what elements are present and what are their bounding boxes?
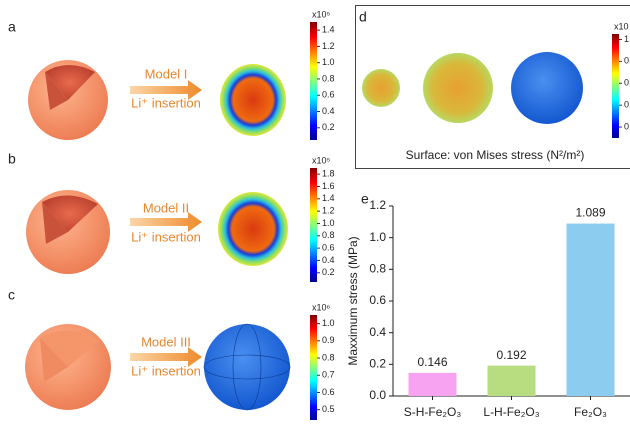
- model-name: Model III: [141, 334, 191, 349]
- y-tick-label: 0.0: [369, 388, 386, 402]
- colorbar-tick-label: 0.6: [322, 90, 335, 100]
- x-tick-label: Fe₂O₃: [574, 405, 607, 419]
- colorbar-exponent: x10⁶: [312, 302, 331, 312]
- colorbar-tick-label: 0.2: [322, 267, 335, 277]
- y-tick-label: 0.6: [369, 293, 386, 307]
- colorbar: [310, 22, 317, 140]
- y-tick-label: 1.2: [369, 198, 386, 212]
- colorbar-tick-label: 1.0: [322, 57, 335, 67]
- model-name: Model II: [143, 200, 189, 215]
- colorbar-tick-label: 0.8: [322, 230, 335, 240]
- y-tick-label: 0.2: [369, 357, 386, 371]
- x-tick-label: S-H-Fe₂O₃: [404, 405, 462, 419]
- insertion-label: Li⁺ insertion: [131, 229, 201, 244]
- colorbar-tick-label: 1.4: [322, 25, 335, 35]
- panel-label: b: [8, 151, 16, 167]
- insertion-label: Li⁺ insertion: [131, 95, 201, 110]
- colorbar-tick-label: 0.6: [322, 242, 335, 252]
- panel-label: a: [8, 19, 16, 35]
- value-label: 0.192: [496, 348, 526, 362]
- colorbar-tick-label: 1.2: [322, 206, 335, 216]
- y-tick-label: 0.8: [369, 262, 386, 276]
- colorbar-tick-label: 0.8: [322, 73, 335, 83]
- caption: Surface: von Mises stress (N²/m²): [406, 148, 585, 162]
- colorbar-exponent: x10⁵: [312, 9, 331, 19]
- bar: [488, 366, 536, 396]
- y-tick-label: 0.4: [369, 325, 386, 339]
- colorbar-tick-label: 0.4: [322, 106, 335, 116]
- colorbar-tick-label: 1.0: [322, 318, 335, 328]
- colorbar-tick-label: 1.8: [322, 169, 335, 179]
- bar: [409, 373, 457, 396]
- colorbar-tick-label: 1.6: [322, 181, 335, 191]
- colorbar-tick-label: 0.8: [624, 56, 630, 66]
- colorbar-tick-label: 0.2: [322, 122, 335, 132]
- y-axis-label: Maxximum stress (MPa): [346, 236, 360, 365]
- y-tick-label: 1.0: [369, 230, 386, 244]
- panel-label: c: [8, 287, 15, 303]
- insertion-label: Li⁺ insertion: [131, 363, 201, 378]
- colorbar: [612, 34, 619, 138]
- colorbar: [310, 168, 317, 282]
- colorbar-tick-label: 1.0: [624, 34, 630, 44]
- value-label: 1.089: [575, 206, 605, 220]
- colorbar-tick-label: 0.4: [322, 255, 335, 265]
- panel-label: d: [359, 9, 367, 25]
- colorbar-exponent: x10⁵: [312, 155, 331, 165]
- colorbar-tick-label: 1.0: [322, 218, 335, 228]
- model-name: Model I: [145, 66, 188, 81]
- colorbar-tick-label: 0.2: [624, 121, 630, 131]
- colorbar-tick-label: 0.4: [624, 100, 630, 110]
- x-tick-label: L-H-Fe₂O₃: [483, 405, 539, 419]
- value-label: 0.146: [417, 355, 447, 369]
- colorbar-tick-label: 0.7: [322, 370, 335, 380]
- figure: a b c Model I Li⁺ insertion Model II Li⁺…: [0, 0, 630, 426]
- colorbar-tick-label: 0.6: [624, 78, 630, 88]
- colorbar: [310, 315, 317, 420]
- panel-d-scale: x10 0.2 0.4 0.6 0.8 1.0: [612, 21, 630, 138]
- panel-label: e: [361, 191, 369, 207]
- bar: [567, 224, 615, 396]
- colorbar-tick-label: 0.5: [322, 404, 335, 414]
- colorbar-tick-label: 1.4: [322, 193, 335, 203]
- colorbar-tick-label: 0.6: [322, 387, 335, 397]
- colorbar-exponent: x10: [614, 21, 629, 31]
- colorbar-tick-label: 0.8: [322, 352, 335, 362]
- colorbar-tick-label: 1.2: [322, 41, 335, 51]
- colorbar-tick-label: 0.9: [322, 335, 335, 345]
